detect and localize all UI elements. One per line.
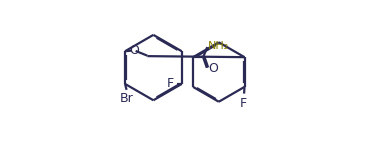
Text: F: F	[240, 97, 247, 110]
Text: O: O	[209, 62, 218, 75]
Text: Br: Br	[120, 92, 133, 105]
Text: O: O	[129, 44, 138, 57]
Text: NH₂: NH₂	[208, 41, 229, 51]
Text: F: F	[167, 77, 174, 90]
